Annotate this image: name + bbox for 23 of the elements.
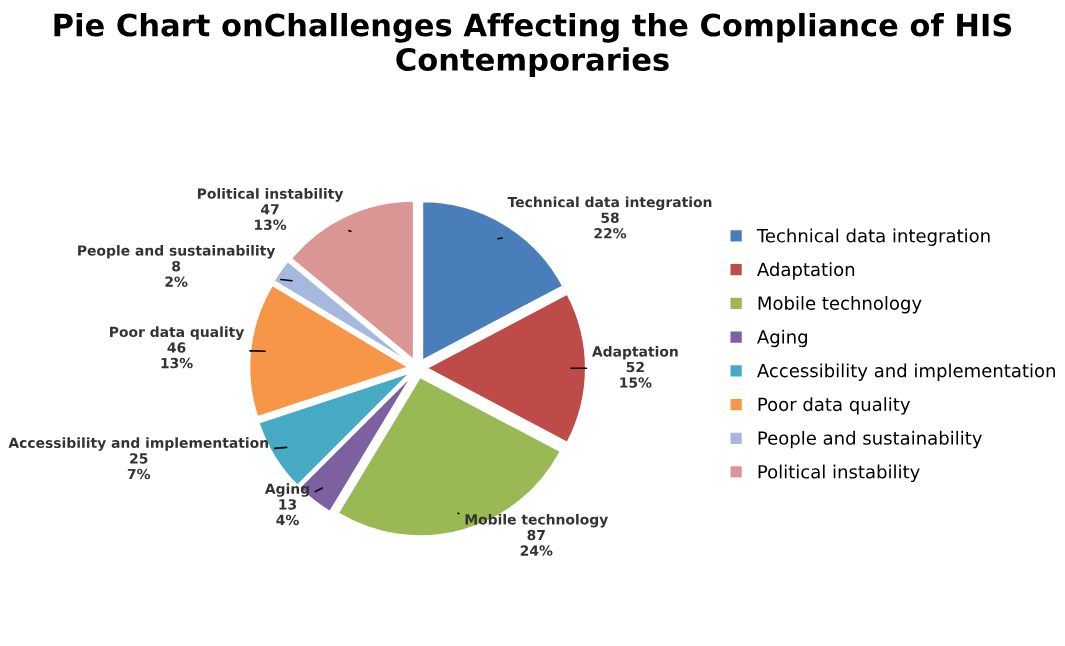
- legend-label: Adaptation: [757, 262, 855, 280]
- data-label: 47 13%: [255, 204, 287, 231]
- legend-label: Political instability: [758, 464, 920, 483]
- slice-label: Accessibility and implementation: [8, 437, 268, 451]
- slice-label: Adaptation: [592, 345, 678, 360]
- legend-label: Technical data integration: [756, 228, 990, 246]
- data-label: 46 13%: [161, 342, 193, 369]
- legend-label: Accessibility and implementation: [757, 363, 1055, 381]
- data-label: 52 15%: [620, 361, 652, 388]
- legend-label: Mobile technology: [758, 295, 922, 314]
- data-label: 8 2%: [165, 260, 188, 287]
- slice-label: Political instability: [197, 188, 344, 202]
- data-label: 87 24%: [520, 529, 553, 556]
- data-label: 58 22%: [594, 212, 627, 239]
- chart-title: Pie Chart onChallenges Affecting the Compliance of HIS Contemporaries: [54, 12, 1012, 77]
- slice-label: People and sustainability: [78, 244, 276, 259]
- legend-label: Poor data quality: [758, 397, 911, 415]
- data-label: 13 4%: [276, 499, 299, 526]
- slice-label: Poor data quality: [110, 326, 245, 340]
- legend-label: Aging: [757, 329, 807, 348]
- legend-label: People and sustainability: [758, 430, 982, 449]
- data-label: 25 7%: [127, 453, 151, 480]
- slice-label: Technical data integration: [507, 196, 712, 211]
